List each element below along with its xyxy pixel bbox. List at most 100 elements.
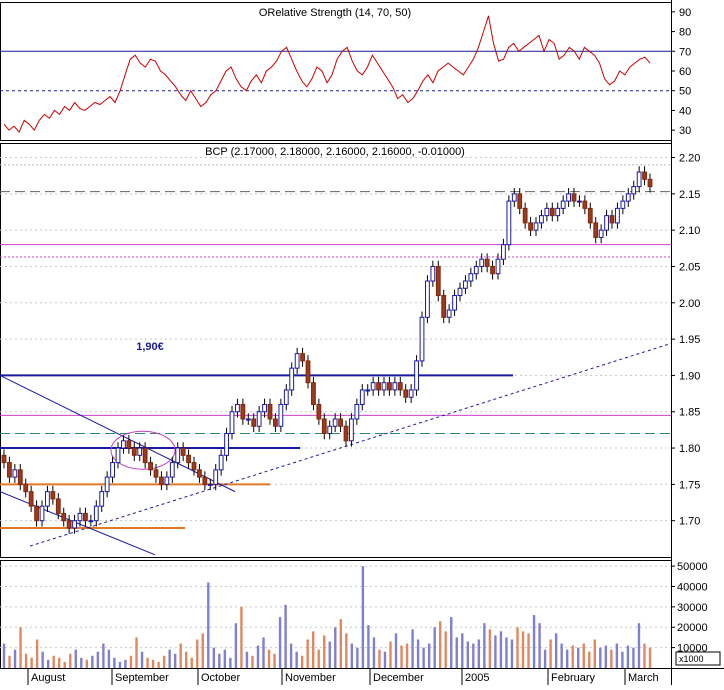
candle-body (419, 316, 425, 362)
volume-bar (450, 617, 453, 668)
volume-bar (532, 615, 536, 668)
candle-body (262, 403, 267, 413)
volume-bar (394, 633, 398, 668)
candle-body (93, 505, 99, 522)
volume-bar (2, 643, 6, 668)
volume-bar (637, 623, 641, 668)
candle-body (425, 280, 430, 318)
volume-bar (196, 639, 199, 668)
volume-bar (560, 643, 563, 668)
volume-bar (35, 639, 39, 668)
candle-body (593, 222, 599, 238)
candle-body (229, 411, 235, 435)
candle-body (202, 476, 208, 485)
volume-bar (278, 617, 282, 668)
volume-bar (505, 637, 508, 668)
volume-bar (168, 649, 171, 668)
volume-bar (516, 627, 519, 668)
volume-bar (438, 621, 442, 668)
candle-body (468, 273, 474, 282)
candle-body (28, 491, 34, 507)
candle-body (631, 186, 637, 195)
candle-body (267, 403, 273, 420)
rsi-series-line (3, 15, 651, 134)
candle-body (506, 200, 512, 246)
volume-bar (140, 651, 144, 668)
volume-bar (19, 627, 22, 668)
candle-body (137, 447, 143, 456)
volume-bar (389, 641, 392, 668)
candle-body (251, 418, 257, 427)
candle-body (115, 447, 121, 464)
candle-body (77, 512, 83, 522)
volume-bar (212, 647, 216, 668)
candle-body (283, 389, 289, 405)
volume-bar (367, 625, 370, 668)
candle-body (566, 193, 571, 202)
candle-body (332, 418, 338, 427)
candle-body (88, 520, 94, 523)
volume-bar (499, 631, 503, 668)
candle-body (441, 295, 447, 318)
candle-body (463, 280, 468, 289)
volume-bar (483, 623, 486, 668)
volume-bar (356, 647, 359, 668)
volume-bar (135, 637, 138, 668)
rsi-tick-label: 40 (679, 105, 691, 117)
volume-bar (565, 649, 569, 668)
volume-tick-label: 30000 (677, 602, 708, 614)
month-label: September (115, 672, 169, 684)
candle-body (446, 309, 452, 318)
volume-bar (129, 655, 133, 668)
volume-bar (267, 649, 271, 668)
rsi-tick-label: 70 (679, 46, 691, 58)
volume-bar (422, 647, 425, 668)
candle-body (539, 215, 544, 224)
candle-body (397, 382, 403, 391)
volume-bar (218, 653, 221, 668)
candle-body (180, 447, 186, 456)
volume-bar (599, 647, 602, 668)
candle-body (240, 403, 246, 420)
month-label: October (201, 672, 240, 684)
candle-body (625, 193, 631, 202)
candle-body (17, 469, 23, 485)
candle-body (39, 505, 45, 522)
volume-bar (24, 653, 28, 668)
volume-bar (207, 582, 210, 668)
candle-body (387, 382, 392, 391)
month-label: March (628, 672, 659, 684)
candle-body (642, 171, 647, 180)
candle-body (300, 353, 305, 362)
volume-bar (306, 639, 309, 668)
candle-body (604, 215, 609, 231)
volume-bar (488, 629, 492, 668)
month-label: 2005 (465, 672, 489, 684)
volume-bar (284, 604, 287, 668)
volume-bar (80, 657, 83, 668)
volume-bar (543, 649, 547, 668)
volume-bar (328, 641, 331, 668)
candle-body (289, 367, 295, 391)
volume-bar (162, 655, 166, 668)
candle-body (245, 418, 251, 421)
candle-body (142, 447, 148, 464)
volume-bar (372, 637, 376, 668)
volume-bar (411, 629, 414, 668)
volume-bar (648, 647, 652, 668)
candle-body (408, 389, 414, 398)
volume-bar (234, 623, 238, 668)
volume-unit-label: x1000 (679, 654, 704, 664)
candle-body (615, 207, 620, 224)
candle-body (582, 200, 588, 209)
volume-tick-label: 20000 (677, 622, 708, 634)
candle-body (577, 200, 582, 203)
volume-bar (190, 657, 193, 668)
candle-body (609, 215, 615, 224)
candle-body (169, 462, 175, 478)
price-tick-label: 2.15 (679, 189, 700, 201)
candle-body (343, 425, 349, 442)
volume-bar (323, 635, 326, 668)
volume-bar (69, 653, 72, 668)
